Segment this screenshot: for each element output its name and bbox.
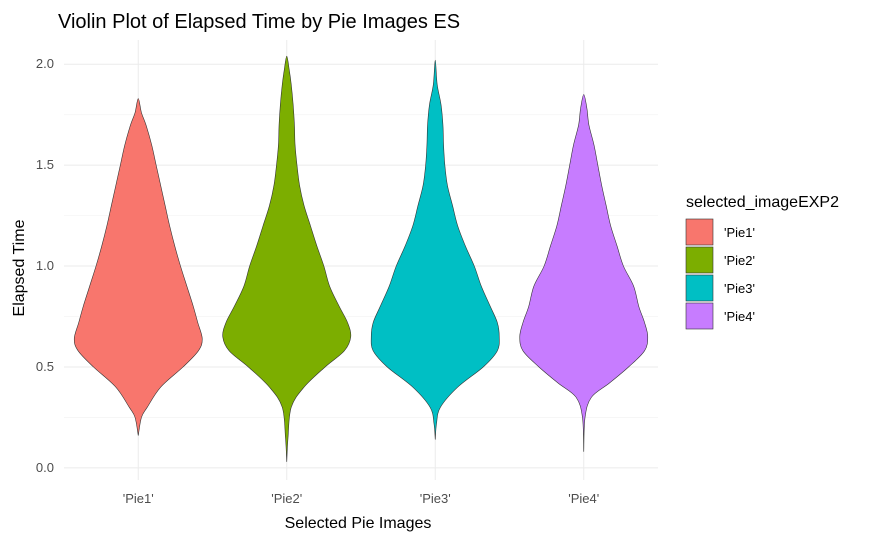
violin-2 [222, 55, 352, 462]
chart-title: Violin Plot of Elapsed Time by Pie Image… [58, 11, 460, 33]
y-tick-label: 0.5 [36, 359, 54, 374]
x-tick-label: 'Pie1' [123, 491, 154, 506]
violin-3 [370, 59, 500, 440]
legend-title: selected_imageEXP2 [686, 194, 839, 211]
x-axis-ticks: 'Pie1' 'Pie2' 'Pie3' 'Pie4' [123, 491, 599, 506]
y-tick-label: 2.0 [36, 56, 54, 71]
y-tick-label: 1.5 [36, 157, 54, 172]
legend-key [685, 274, 714, 302]
y-axis-title: Elapsed Time [11, 219, 28, 316]
legend-label: 'Pie4' [724, 309, 755, 324]
legend-label: 'Pie2' [724, 253, 755, 268]
y-tick-label: 0.0 [36, 460, 54, 475]
violin-1 [73, 98, 203, 436]
legend-key [685, 246, 714, 274]
legend: selected_imageEXP2 'Pie1' 'Pie2' 'Pie3' 'Pi… [685, 194, 839, 330]
x-axis-title: Selected Pie Images [285, 515, 432, 532]
x-tick-label: 'Pie2' [271, 491, 302, 506]
x-tick-label: 'Pie4' [568, 491, 599, 506]
y-tick-label: 1.0 [36, 258, 54, 273]
violin-4 [519, 94, 649, 452]
legend-key [685, 218, 714, 246]
legend-label: 'Pie1' [724, 225, 755, 240]
violins [73, 55, 649, 462]
y-axis-ticks: 0.0 0.5 1.0 1.5 2.0 [36, 56, 54, 475]
legend-key [685, 302, 714, 330]
x-tick-label: 'Pie3' [420, 491, 451, 506]
legend-label: 'Pie3' [724, 281, 755, 296]
